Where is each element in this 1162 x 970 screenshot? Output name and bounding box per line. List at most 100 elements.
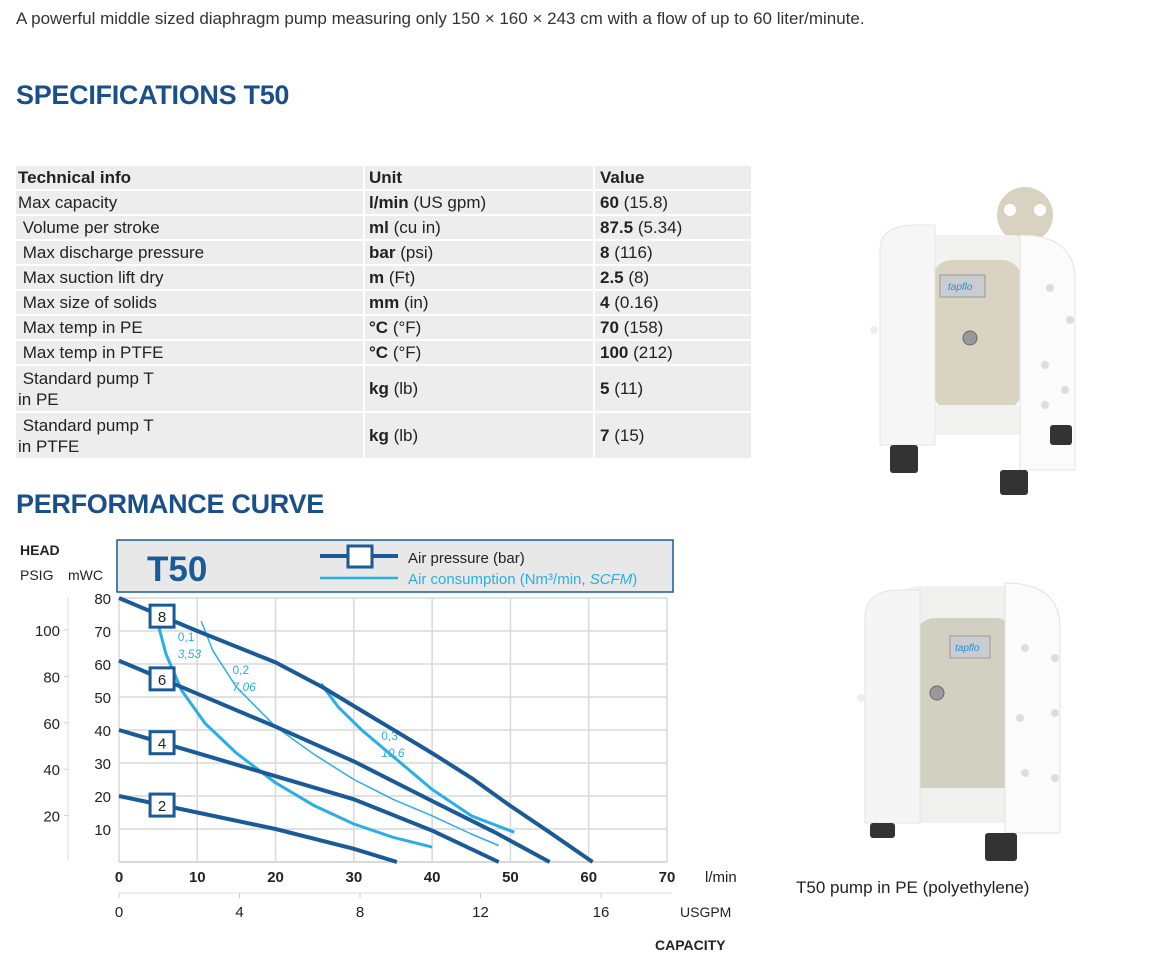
table-row: Max temp in PE °C (°F) 70 (158) <box>16 316 753 339</box>
air-curve-label: 0,2 <box>233 663 250 677</box>
air-pressure-curve <box>118 596 594 864</box>
air-pressure-curve <box>118 658 551 864</box>
unit-cell: °C (°F) <box>365 316 595 339</box>
info-label-line2: in PTFE <box>18 436 80 456</box>
unit-alt: (US gpm) <box>413 192 487 212</box>
unit-bold: °C <box>369 317 389 337</box>
table-header-cell: Unit <box>365 166 595 189</box>
air-pressure-curve <box>118 728 500 864</box>
info-cell: Max temp in PTFE <box>16 341 365 364</box>
specifications-table: Technical info Unit Value Max capacity l/min… <box>16 164 753 460</box>
unit-alt: (cu in) <box>393 217 441 237</box>
x-axis-label: l/min <box>705 869 737 886</box>
table-row: Volume per stroke ml (cu in) 87.5 (5.34) <box>16 216 753 239</box>
air-consumption-curve <box>200 620 499 847</box>
value-alt: (212) <box>633 342 673 362</box>
info-label: Standard pump T <box>18 368 154 388</box>
x-tick-label: 60 <box>580 869 597 886</box>
pressure-marker-box <box>148 792 176 818</box>
value-alt: (5.34) <box>637 217 683 237</box>
legend-air-label: Air consumption (Nm³/min, SCFM) <box>408 571 637 588</box>
value-cell: 4 (0.16) <box>595 291 753 314</box>
air-curve-scfm-label: 10,6 <box>381 746 405 760</box>
air-curve-scfm-label: 7,06 <box>233 680 257 694</box>
unit-alt: (°F) <box>392 342 422 362</box>
unit-cell: ml (cu in) <box>365 216 595 239</box>
unit-cell: °C (°F) <box>365 341 595 364</box>
unit-bold: mm <box>369 292 400 312</box>
psig-tick-label: 40 <box>43 762 60 779</box>
usgpm-tick-label: 0 <box>115 904 123 921</box>
table-row: Max suction lift dry m (Ft) 2.5 (8) <box>16 266 753 289</box>
legend-pressure-label: Air pressure (bar) <box>408 550 525 567</box>
x-tick-label: 40 <box>424 869 441 886</box>
table-header-cell: Value <box>595 166 753 189</box>
info-label: Max discharge pressure <box>18 242 205 262</box>
head-label: HEAD <box>20 542 60 558</box>
intro-text: A powerful middle sized diaphragm pump m… <box>16 9 865 28</box>
unit-cell: kg (lb) <box>365 413 595 458</box>
performance-curve-chart: T50 Air pressure (bar) Air consumption (Nm… <box>20 539 737 953</box>
pressure-marker-label: 6 <box>158 672 166 689</box>
unit-alt: (lb) <box>393 426 419 445</box>
value-bold: 100 <box>600 342 629 362</box>
unit-alt: (lb) <box>393 379 419 398</box>
unit-bold: kg <box>369 426 389 445</box>
x-tick-label: 70 <box>659 869 676 886</box>
info-label: Max size of solids <box>18 292 157 312</box>
svg-text:tapflo: tapflo <box>955 643 980 654</box>
legend-pressure-marker <box>346 544 374 569</box>
unit-alt: (°F) <box>392 317 422 337</box>
pump-photo-pe: tapflo <box>857 582 1061 861</box>
svg-text:tapflo: tapflo <box>948 282 973 293</box>
info-label: Standard pump T <box>18 415 154 435</box>
psig-label: PSIG <box>20 567 53 583</box>
value-alt: (15) <box>614 426 645 445</box>
table-header-row: Technical info Unit Value <box>16 166 753 189</box>
info-label: Max capacity <box>18 192 118 212</box>
usgpm-tick-label: 16 <box>593 904 610 921</box>
y-tick-label: 20 <box>94 789 111 806</box>
y-tick-label: 10 <box>94 822 111 839</box>
specifications-heading: SPECIFICATIONS T50 <box>16 80 290 110</box>
info-label: Max temp in PTFE <box>18 342 164 362</box>
usgpm-tick-label: 8 <box>356 904 364 921</box>
value-alt: (116) <box>614 242 653 262</box>
value-cell: 2.5 (8) <box>595 266 753 289</box>
unit-bold: m <box>369 267 385 287</box>
info-label: Volume per stroke <box>18 217 160 237</box>
table-row: Max size of solids mm (in) 4 (0.16) <box>16 291 753 314</box>
value-bold: 4 <box>600 292 610 312</box>
unit-bold: °C <box>369 342 389 362</box>
air-consumption-curve <box>319 682 515 834</box>
capacity-label: CAPACITY <box>655 937 726 953</box>
psig-tick-label: 20 <box>43 809 60 826</box>
x-tick-label: 20 <box>267 869 284 886</box>
legend-air-label-part: SCFM <box>590 571 633 588</box>
value-cell: 70 (158) <box>595 316 753 339</box>
value-bold: 2.5 <box>600 267 624 287</box>
value-alt: (15.8) <box>623 192 669 212</box>
info-cell: Max temp in PE <box>16 316 365 339</box>
value-cell: 100 (212) <box>595 341 753 364</box>
psig-tick-label: 60 <box>43 716 60 733</box>
pressure-marker-label: 2 <box>158 798 166 815</box>
air-curve-label: 0,1 <box>178 630 195 644</box>
info-cell: Volume per stroke <box>16 216 365 239</box>
table-row: Max discharge pressure bar (psi) 8 (116) <box>16 241 753 264</box>
unit-alt: (psi) <box>400 242 434 262</box>
table-row: Max capacity l/min (US gpm) 60 (15.8) <box>16 191 753 214</box>
x-tick-label: 0 <box>115 869 123 886</box>
mwc-label: mWC <box>68 567 103 583</box>
y-tick-label: 30 <box>94 756 111 773</box>
unit-cell: l/min (US gpm) <box>365 191 595 214</box>
unit-bold: bar <box>369 242 396 262</box>
value-cell: 5 (11) <box>595 366 753 411</box>
value-alt: (8) <box>628 267 650 287</box>
y-tick-label: 40 <box>94 723 111 740</box>
value-bold: 60 <box>600 192 619 212</box>
